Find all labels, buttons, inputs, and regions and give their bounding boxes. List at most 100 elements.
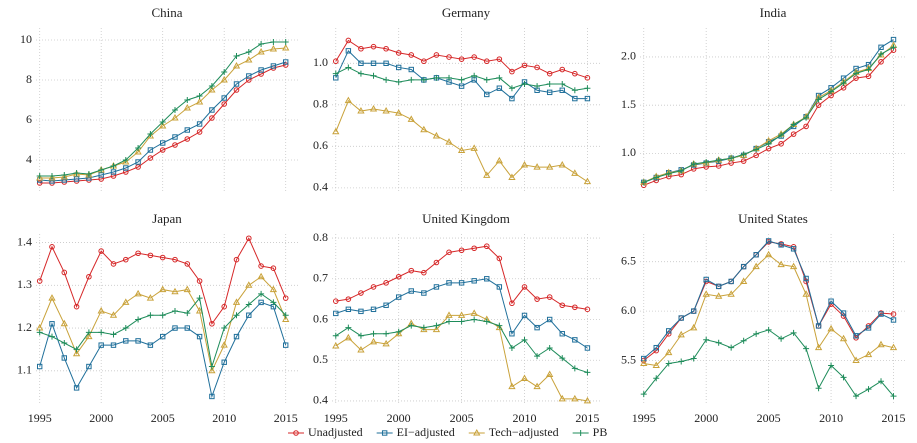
- point: [583, 396, 592, 404]
- point: [840, 79, 847, 86]
- point: [458, 83, 465, 89]
- point: [147, 147, 154, 153]
- point: [802, 290, 810, 297]
- point: [508, 85, 515, 92]
- point: [765, 238, 772, 244]
- point: [245, 301, 252, 308]
- point: [446, 74, 453, 81]
- point: [640, 179, 647, 186]
- point: [790, 246, 797, 252]
- point: [408, 76, 415, 83]
- point: [73, 170, 80, 176]
- point: [584, 345, 591, 351]
- point: [653, 375, 660, 382]
- point: [184, 127, 190, 133]
- point: [677, 330, 685, 338]
- y-tick-label: 1.3: [17, 277, 32, 291]
- x-tick-label: 1995: [632, 411, 656, 425]
- point: [36, 173, 44, 181]
- point: [332, 332, 339, 339]
- point: [221, 325, 228, 332]
- series-line: [39, 61, 286, 182]
- point: [36, 329, 43, 336]
- point: [370, 284, 377, 290]
- point: [195, 97, 204, 105]
- point: [332, 58, 339, 65]
- y-tick-label: 0.6: [313, 311, 328, 325]
- point: [183, 285, 191, 293]
- point: [383, 280, 389, 286]
- point: [270, 39, 277, 45]
- series-line: [335, 39, 588, 79]
- x-tick-label: 2000: [387, 411, 411, 425]
- point: [370, 306, 377, 313]
- point: [471, 278, 477, 284]
- point: [446, 280, 452, 286]
- point: [369, 104, 378, 112]
- point: [98, 167, 105, 173]
- legend-item: Unadjusted: [288, 425, 363, 439]
- point: [332, 341, 340, 349]
- point: [703, 336, 710, 343]
- point: [702, 290, 710, 297]
- y-tick-label: 6.0: [621, 303, 636, 317]
- point: [135, 316, 142, 323]
- panel-title: United States: [738, 211, 808, 226]
- y-tick-label: 0.4: [313, 393, 328, 407]
- point: [814, 343, 823, 351]
- panel-title: Germany: [442, 5, 491, 20]
- point: [122, 256, 129, 263]
- point: [159, 140, 166, 146]
- point: [49, 244, 55, 250]
- point: [122, 157, 129, 163]
- point: [159, 333, 166, 340]
- x-tick-label: 1995: [28, 411, 52, 425]
- point: [509, 68, 515, 75]
- point: [666, 328, 672, 334]
- point: [196, 295, 203, 302]
- point: [889, 343, 898, 351]
- point: [282, 342, 289, 348]
- y-tick-label: 6: [26, 112, 32, 126]
- y-tick-label: 1.2: [17, 320, 32, 334]
- point: [209, 115, 215, 121]
- point: [728, 344, 735, 351]
- point: [546, 70, 553, 77]
- point: [196, 93, 203, 99]
- point: [196, 129, 203, 135]
- point: [458, 280, 465, 286]
- y-tick-label: 2.0: [621, 49, 636, 63]
- point: [245, 55, 253, 63]
- point: [358, 290, 364, 296]
- point: [471, 72, 478, 79]
- point: [110, 261, 117, 267]
- point: [208, 363, 215, 370]
- point: [665, 170, 672, 177]
- point: [146, 294, 155, 301]
- point: [233, 312, 240, 319]
- point: [690, 308, 697, 314]
- point: [232, 61, 241, 69]
- point: [208, 366, 216, 374]
- y-tick-label: 0.5: [313, 352, 328, 366]
- point: [803, 123, 809, 130]
- point: [521, 284, 528, 290]
- point: [584, 95, 591, 102]
- point: [890, 311, 897, 317]
- point: [48, 294, 56, 301]
- x-tick-label: 2010: [819, 411, 843, 425]
- point: [333, 310, 339, 317]
- point: [109, 311, 118, 318]
- point: [509, 300, 515, 307]
- point: [233, 256, 240, 263]
- point: [282, 62, 289, 68]
- point: [852, 356, 860, 364]
- series-line: [335, 245, 588, 310]
- point: [245, 77, 252, 83]
- point: [865, 325, 872, 331]
- point: [421, 269, 427, 276]
- point: [110, 163, 117, 169]
- point: [727, 290, 735, 297]
- point: [653, 174, 660, 181]
- point: [122, 325, 129, 332]
